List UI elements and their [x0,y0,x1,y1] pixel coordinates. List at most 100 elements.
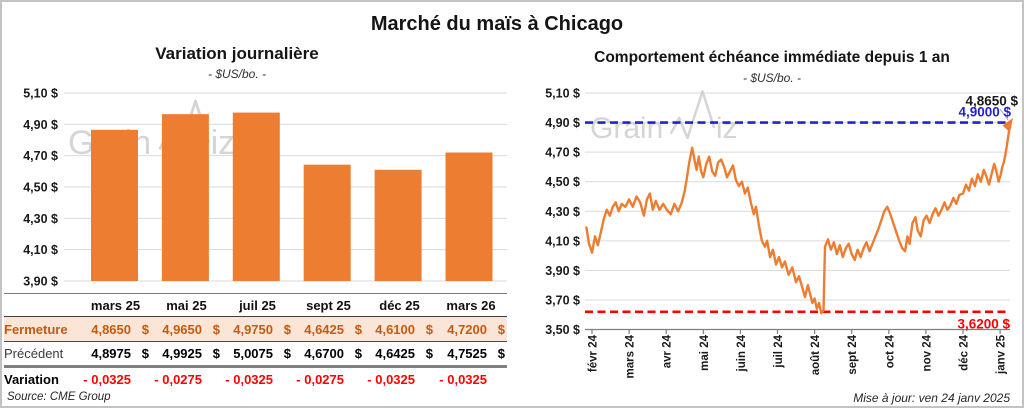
table-row-var: Variation - 0,0325 - 0,0275 - 0,0325 - 0,027… [4,367,507,392]
x-tick-label: oct 24 [884,334,896,368]
x-tick-label: déc 24 [959,334,971,370]
y-tick-label: 4,30 $ [545,205,580,219]
y-tick-label: 4,10 $ [23,243,58,257]
cell-currency: $ [425,346,433,361]
table-cell: 4,6425 $ [364,341,435,368]
y-tick-label: 4,50 $ [23,181,58,195]
cell-value: 4,8975 [91,346,131,361]
x-tick-label: avr 24 [662,334,674,368]
table-cell: - 0,0325 [222,367,293,392]
cell-currency: $ [283,346,291,361]
bar-chart-subtitle: - $US/bo. - [207,67,267,81]
table-row-prev: Précédent 4,8975 $4,9925 $5,0075 $4,6700 $4,6… [4,341,507,368]
x-tick-label: sept 24 [847,334,859,374]
cell-currency: $ [141,321,149,337]
table-cell: 4,6700 $ [293,341,364,368]
bar-series [91,112,493,282]
cell-value: - 0,0325 [439,372,487,388]
bar-juil 25 [232,112,280,281]
y-tick-label: 3,70 $ [545,293,580,307]
table-cell: 4,8650 $ [80,316,151,342]
table-row-close: Fermeture 4,8650 $4,9650 $4,9750 $4,6425 $4,6… [4,316,507,342]
cell-currency: $ [354,346,362,361]
cell-currency: $ [425,321,433,337]
table-cell: 4,9650 $ [151,316,222,342]
table-col-header: sept 25 [293,293,364,317]
update-note: Mise à jour: ven 24 janv 2025 [853,391,1010,405]
cell-currency: $ [212,346,220,361]
line-chart-title: Comportement échéance immédiate depuis 1… [594,49,950,66]
line-chart-y-axis: 5,10 $ 4,90 $ 4,70 $ 4,50 $ 4,30 $ 4,10 $ 3,90… [545,87,580,338]
table-cell: - 0,0325 [80,367,151,392]
bar-mars 26 [445,152,493,281]
table-cell: 5,0075 $ [222,341,293,368]
ref-line-label: 4,9000 $ [958,105,1011,120]
table-cell: - 0,0325 [435,367,507,392]
cell-value: - 0,0275 [154,372,202,388]
cell-value: 4,9925 [162,346,202,361]
watermark-text-right: iz [211,124,236,162]
table-corner-cell [4,293,80,317]
table-col-header: juil 25 [222,293,293,317]
x-tick-label: mars 24 [625,334,637,378]
y-tick-label: 4,90 $ [545,116,580,130]
x-tick-label: juil 24 [773,334,785,368]
x-tick-label: janv 25 [996,334,1008,375]
table-header-row: mars 25 mai 25 juil 25 sept 25 déc 25 mars 26 [4,293,507,317]
y-tick-label: 3,50 $ [545,323,580,337]
cell-value: 4,8650 [91,321,131,337]
cell-value: - 0,0325 [225,372,273,388]
table-cell: - 0,0325 [364,367,435,392]
y-tick-label: 4,10 $ [545,234,580,248]
table-row-label: Précédent [4,341,80,368]
table-cell: 4,6100 $ [364,316,435,342]
cell-currency: $ [497,321,505,337]
y-tick-label: 4,70 $ [23,149,58,163]
y-tick-label: 4,30 $ [23,212,58,226]
table-cell: 4,7525 $ [435,341,507,368]
table-cell: 4,8975 $ [80,341,151,368]
cell-currency: $ [283,321,291,337]
cell-value: 5,0075 [233,346,273,361]
bar-chart-title: Variation journalière [155,44,319,63]
table-cell: 4,6425 $ [293,316,364,342]
table-cell: 4,9750 $ [222,316,293,342]
watermark-zigzag-icon [669,90,716,140]
cell-currency: $ [354,321,362,337]
table-cell: - 0,0275 [293,367,364,392]
watermark-text-left: Grain [590,112,663,145]
table-col-header: mars 26 [435,293,507,317]
line-chart-x-axis: févr 24 mars 24 avr 24 mai 24 juin 24 juil 24… [585,328,1010,378]
bar-chart-y-axis: 5,10 $ 4,90 $ 4,70 $ 4,50 $ 4,30 $ 4,10 $ 3,90… [23,87,58,289]
label-leader-line [999,108,1009,121]
bar-mai 25 [161,114,209,282]
price-line-series [585,126,1012,315]
cell-currency: $ [497,346,505,361]
table-col-header: mars 25 [80,293,151,317]
bar-sept 25 [303,164,351,281]
cell-value: 4,6100 [375,321,415,337]
y-tick-label: 5,10 $ [23,87,58,101]
line-chart-subtitle: - $US/bo. - [742,71,802,85]
cell-value: 4,7525 [447,346,487,361]
price-table: mars 25 mai 25 juil 25 sept 25 déc 25 mars 26… [4,293,507,392]
cell-value: - 0,0325 [83,372,131,388]
grainwiz-watermark: Grain iz [590,90,738,145]
table-col-header: mai 25 [151,293,222,317]
table-row-label: Variation [4,372,59,388]
x-tick-label: mai 24 [699,334,711,370]
ref-line-label: 3,6200 $ [957,317,1010,332]
y-tick-label: 5,10 $ [545,87,580,101]
table-cell: - 0,0275 [151,367,222,392]
cell-value: 4,7200 [447,321,487,337]
last-price-label: 4,8650 $ [965,94,1018,109]
cell-value: 4,9650 [162,321,202,337]
bar-mars 25 [91,129,138,281]
source-note: Source: CME Group [7,391,111,403]
y-tick-label: 3,90 $ [545,264,580,278]
y-tick-label: 4,70 $ [545,146,580,160]
bar-déc 25 [374,169,422,281]
table-col-header: déc 25 [364,293,435,317]
